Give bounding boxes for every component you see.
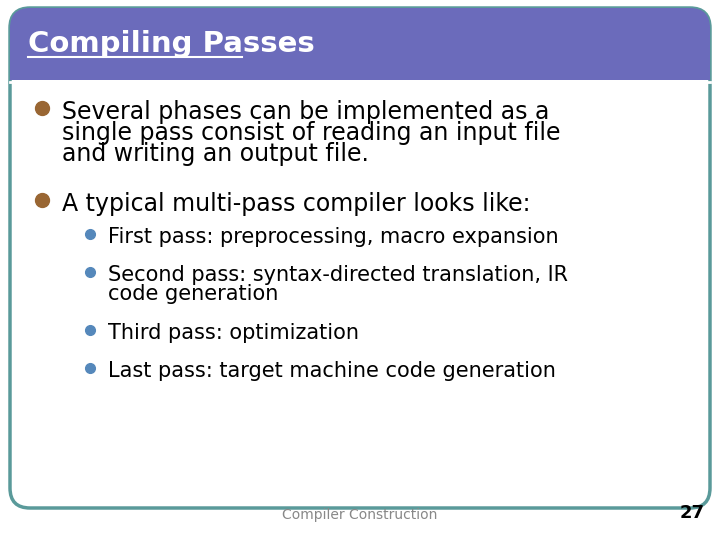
Text: single pass consist of reading an input file: single pass consist of reading an input … <box>62 121 560 145</box>
Text: Several phases can be implemented as a: Several phases can be implemented as a <box>62 100 549 124</box>
FancyBboxPatch shape <box>10 8 710 80</box>
Text: Second pass: syntax-directed translation, IR: Second pass: syntax-directed translation… <box>108 265 568 285</box>
Text: and writing an output file.: and writing an output file. <box>62 142 369 166</box>
Text: Compiling Passes: Compiling Passes <box>28 30 315 58</box>
Text: code generation: code generation <box>108 284 279 304</box>
Text: Last pass: target machine code generation: Last pass: target machine code generatio… <box>108 361 556 381</box>
Text: Compiler Construction: Compiler Construction <box>282 508 438 522</box>
Bar <box>10 55 710 80</box>
Text: A typical multi-pass compiler looks like:: A typical multi-pass compiler looks like… <box>62 192 531 216</box>
Text: Third pass: optimization: Third pass: optimization <box>108 323 359 343</box>
FancyBboxPatch shape <box>10 8 710 508</box>
Text: 27: 27 <box>680 504 705 522</box>
Text: First pass: preprocessing, macro expansion: First pass: preprocessing, macro expansi… <box>108 227 559 247</box>
